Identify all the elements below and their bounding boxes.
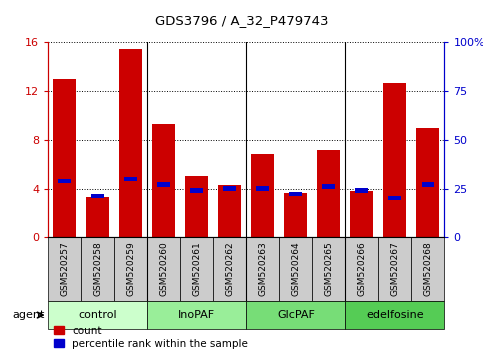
Bar (355, 188, 368, 193)
Bar (345, 301, 444, 329)
Bar (378, 237, 412, 301)
Bar (218, 185, 242, 237)
Bar (81, 237, 114, 301)
Text: GlcPAF: GlcPAF (277, 310, 315, 320)
Bar (53, 79, 76, 237)
Bar (350, 191, 373, 237)
Bar (384, 82, 406, 237)
Bar (152, 124, 175, 237)
Bar (48, 237, 81, 301)
Bar (289, 192, 302, 196)
Bar (190, 188, 203, 193)
Text: agent: agent (13, 310, 45, 320)
Legend: count, percentile rank within the sample: count, percentile rank within the sample (54, 326, 248, 349)
Bar (422, 182, 434, 187)
Bar (251, 154, 274, 237)
Text: GSM520257: GSM520257 (60, 242, 69, 296)
Bar (246, 237, 279, 301)
Bar (91, 194, 104, 199)
Bar (246, 301, 345, 329)
Bar (412, 237, 444, 301)
Bar (388, 196, 401, 200)
Text: GSM520259: GSM520259 (127, 242, 135, 296)
Bar (180, 237, 213, 301)
Bar (317, 150, 341, 237)
Text: GDS3796 / A_32_P479743: GDS3796 / A_32_P479743 (155, 14, 328, 27)
Bar (213, 237, 246, 301)
Bar (284, 193, 307, 237)
Bar (256, 186, 269, 191)
Bar (323, 184, 335, 189)
Bar (119, 48, 142, 237)
Text: GSM520268: GSM520268 (424, 242, 432, 296)
Text: GSM520258: GSM520258 (93, 242, 102, 296)
Bar (114, 237, 147, 301)
Bar (279, 237, 313, 301)
Text: GSM520266: GSM520266 (357, 242, 366, 296)
Text: GSM520261: GSM520261 (192, 242, 201, 296)
Bar (147, 237, 180, 301)
Text: GSM520265: GSM520265 (325, 242, 333, 296)
Bar (58, 178, 71, 183)
Bar (125, 177, 137, 181)
Text: GSM520264: GSM520264 (291, 242, 300, 296)
Text: GSM520260: GSM520260 (159, 242, 168, 296)
Text: control: control (79, 310, 117, 320)
Text: GSM520267: GSM520267 (390, 242, 399, 296)
Text: GSM520262: GSM520262 (226, 242, 234, 296)
Bar (345, 237, 378, 301)
Bar (313, 237, 345, 301)
Bar (86, 197, 109, 237)
Text: edelfosine: edelfosine (366, 310, 424, 320)
Bar (185, 176, 208, 237)
Text: InoPAF: InoPAF (178, 310, 215, 320)
Bar (157, 182, 170, 187)
Bar (147, 301, 246, 329)
Bar (48, 301, 147, 329)
Bar (416, 128, 440, 237)
Text: GSM520263: GSM520263 (258, 242, 267, 296)
Bar (224, 186, 236, 191)
